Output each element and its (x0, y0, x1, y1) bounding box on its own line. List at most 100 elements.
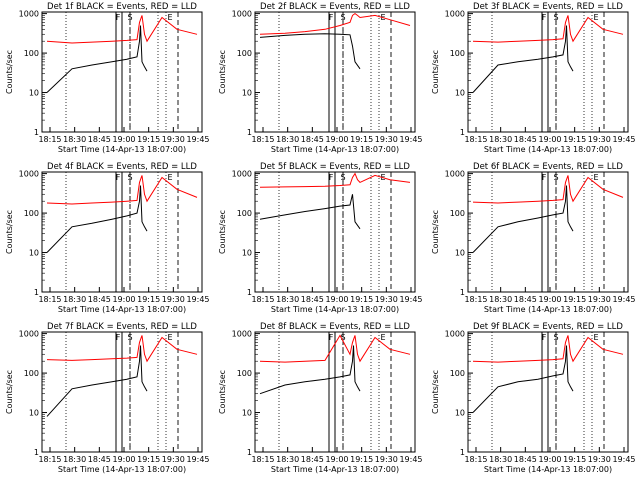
series-lld-line (46, 15, 198, 44)
series-lld-line (259, 172, 411, 188)
x-tick-label: 18:30 (276, 295, 299, 304)
interval-marker-label: E (167, 173, 172, 182)
y-tick-label: 10 (242, 89, 252, 98)
x-tick-label: 18:15 (251, 455, 274, 464)
interval-marker-label: E (380, 333, 385, 342)
interval-marker-label: F (329, 173, 334, 182)
x-axis-label: Start Time (14-Apr-13 18:07:00) (484, 145, 612, 154)
interval-marker-label: E (593, 13, 598, 22)
y-axis-label: Counts/sec (218, 50, 227, 94)
panel-title: Det 7f BLACK = Events, RED = LLD (47, 322, 197, 332)
x-tick-label: 18:15 (251, 295, 274, 304)
x-tick-label: 19:30 (588, 295, 611, 304)
x-tick-label: 19:15 (350, 455, 373, 464)
y-tick-label: 1 (460, 128, 465, 137)
interval-marker-label: S (553, 13, 558, 22)
y-tick-label: 100 (24, 209, 39, 218)
x-tick-label: 18:45 (301, 135, 324, 144)
panel-chart-9: Det 9f BLACK = Events, RED = LLD 1 10 100 10… (431, 322, 636, 474)
y-tick-label: 10 (29, 89, 39, 98)
x-tick-label: 19:45 (612, 295, 635, 304)
x-tick-label: 19:00 (325, 455, 348, 464)
x-tick-label: 18:30 (276, 455, 299, 464)
interval-marker-label: F (542, 173, 547, 182)
interval-marker-label: F (542, 333, 547, 342)
x-tick-label: 18:30 (489, 135, 512, 144)
series-events-line (46, 345, 148, 417)
x-axis-label: Start Time (14-Apr-13 18:07:00) (271, 145, 399, 154)
x-tick-label: 19:15 (563, 295, 586, 304)
x-tick-label: 18:15 (251, 135, 274, 144)
y-tick-label: 10 (455, 409, 465, 418)
y-tick-label: 10 (242, 249, 252, 258)
y-axis-label: Counts/sec (5, 210, 14, 254)
x-tick-label: 18:45 (514, 295, 537, 304)
x-tick-label: 18:30 (276, 135, 299, 144)
x-tick-label: 18:30 (489, 455, 512, 464)
x-tick-label: 18:15 (38, 295, 61, 304)
y-tick-label: 1000 (232, 330, 252, 339)
series-lld-line (472, 175, 624, 204)
interval-marker-label: S (127, 13, 132, 22)
y-tick-label: 10 (29, 249, 39, 258)
x-tick-label: 19:45 (612, 135, 635, 144)
interval-marker-label: S (127, 333, 132, 342)
panel-title: Det 5f BLACK = Events, RED = LLD (260, 162, 410, 172)
x-tick-label: 19:45 (399, 135, 422, 144)
panel-chart-5: Det 5f BLACK = Events, RED = LLD 1 10 100 10… (218, 162, 423, 314)
series-events-line (472, 345, 574, 413)
x-tick-label: 19:15 (350, 135, 373, 144)
y-tick-label: 1000 (445, 330, 465, 339)
x-tick-label: 19:30 (375, 135, 398, 144)
series-events-line (46, 25, 148, 93)
panel-title: Det 8f BLACK = Events, RED = LLD (260, 322, 410, 332)
detector-panel-2: Det 2f BLACK = Events, RED = LLD 1 10 100 10… (213, 0, 426, 160)
detector-panel-3: Det 3f BLACK = Events, RED = LLD 1 10 100 10… (426, 0, 639, 160)
x-tick-label: 19:15 (137, 295, 160, 304)
x-tick-label: 18:30 (63, 135, 86, 144)
x-tick-label: 19:15 (563, 455, 586, 464)
x-tick-label: 18:15 (464, 455, 487, 464)
y-tick-label: 100 (450, 49, 465, 58)
x-axis-label: Start Time (14-Apr-13 18:07:00) (58, 465, 186, 474)
x-tick-label: 18:30 (489, 295, 512, 304)
y-axis-label: Counts/sec (431, 370, 440, 414)
y-tick-label: 1 (247, 128, 252, 137)
x-tick-label: 18:45 (301, 455, 324, 464)
y-axis-label: Counts/sec (431, 210, 440, 254)
y-axis-label: Counts/sec (218, 370, 227, 414)
panel-chart-6: Det 6f BLACK = Events, RED = LLD 1 10 100 10… (431, 162, 636, 314)
panel-chart-8: Det 8f BLACK = Events, RED = LLD 1 10 100 10… (218, 322, 423, 474)
x-tick-label: 19:30 (375, 295, 398, 304)
x-tick-label: 19:45 (186, 295, 209, 304)
interval-marker-label: F (116, 13, 121, 22)
x-tick-label: 19:45 (186, 135, 209, 144)
panel-chart-1: Det 1f BLACK = Events, RED = LLD 1 10 100 10… (5, 2, 210, 154)
x-tick-label: 19:00 (112, 455, 135, 464)
y-tick-label: 1 (247, 288, 252, 297)
y-tick-label: 100 (237, 209, 252, 218)
x-tick-label: 18:15 (38, 455, 61, 464)
y-axis-label: Counts/sec (431, 50, 440, 94)
x-tick-label: 18:45 (88, 135, 111, 144)
interval-marker-label: F (116, 333, 121, 342)
y-tick-label: 1000 (232, 170, 252, 179)
interval-marker-label: F (542, 13, 547, 22)
x-tick-label: 19:00 (325, 135, 348, 144)
x-tick-label: 19:30 (588, 455, 611, 464)
y-tick-label: 1000 (19, 170, 39, 179)
interval-marker-label: E (167, 13, 172, 22)
x-tick-label: 19:30 (162, 135, 185, 144)
x-tick-label: 19:15 (350, 295, 373, 304)
x-tick-label: 18:45 (514, 135, 537, 144)
x-tick-label: 19:15 (563, 135, 586, 144)
y-axis-label: Counts/sec (5, 370, 14, 414)
panel-title: Det 4f BLACK = Events, RED = LLD (47, 162, 197, 172)
x-tick-label: 18:45 (514, 455, 537, 464)
series-events-line (259, 33, 361, 70)
x-tick-label: 19:30 (588, 135, 611, 144)
interval-marker-label: F (329, 333, 334, 342)
series-events-line (46, 185, 148, 253)
x-tick-label: 18:30 (63, 295, 86, 304)
